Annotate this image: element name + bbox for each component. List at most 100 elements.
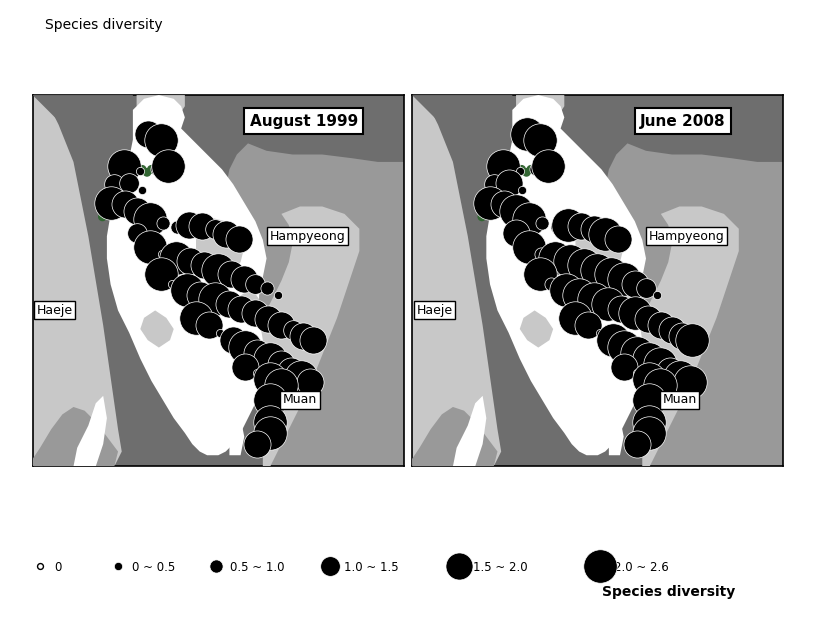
- Point: [561, 220, 574, 230]
- Point: [563, 257, 576, 267]
- Circle shape: [518, 165, 526, 173]
- Point: [143, 242, 156, 252]
- Point: [642, 395, 655, 405]
- Point: [162, 162, 175, 172]
- Point: [509, 228, 522, 238]
- Text: 0.5 ~ 1.0: 0.5 ~ 1.0: [230, 561, 285, 574]
- Point: [650, 290, 663, 300]
- Point: [487, 180, 500, 189]
- Point: [274, 381, 287, 391]
- Point: [452, 561, 465, 571]
- Point: [210, 561, 223, 571]
- Point: [683, 377, 696, 387]
- Text: 1.0 ~ 1.5: 1.0 ~ 1.5: [344, 561, 398, 574]
- Point: [628, 280, 641, 289]
- Text: Species diversity: Species diversity: [602, 586, 736, 599]
- Text: Species diversity: Species diversity: [45, 18, 162, 31]
- Point: [251, 348, 264, 358]
- Point: [182, 220, 195, 230]
- Circle shape: [144, 168, 151, 176]
- Point: [135, 185, 149, 195]
- Circle shape: [107, 197, 114, 205]
- Point: [117, 160, 130, 170]
- Point: [237, 274, 251, 284]
- Point: [640, 283, 653, 293]
- Point: [263, 417, 276, 427]
- Point: [171, 222, 184, 232]
- Text: Muan: Muan: [663, 393, 697, 406]
- Point: [574, 221, 588, 231]
- Point: [180, 285, 193, 295]
- Point: [211, 265, 224, 275]
- Point: [550, 222, 563, 232]
- Point: [251, 368, 264, 378]
- Point: [195, 221, 208, 231]
- Point: [642, 428, 655, 438]
- Text: Haeje: Haeje: [416, 304, 452, 317]
- Point: [304, 377, 317, 387]
- Point: [498, 199, 511, 209]
- Polygon shape: [140, 310, 174, 347]
- Point: [235, 304, 248, 313]
- Point: [143, 215, 156, 225]
- Point: [591, 265, 604, 275]
- Point: [104, 198, 118, 208]
- Point: [284, 366, 297, 376]
- Text: August 1999: August 1999: [250, 114, 357, 128]
- Text: Muan: Muan: [283, 393, 317, 406]
- Point: [271, 290, 284, 300]
- Text: Hampyeong: Hampyeong: [649, 230, 725, 242]
- Point: [686, 335, 699, 345]
- Point: [202, 320, 215, 330]
- Point: [484, 198, 497, 208]
- Circle shape: [158, 164, 166, 172]
- Text: 0: 0: [54, 561, 61, 574]
- Point: [614, 304, 628, 313]
- Point: [535, 218, 548, 228]
- Polygon shape: [229, 418, 244, 455]
- Point: [184, 257, 197, 267]
- Polygon shape: [196, 95, 404, 162]
- Point: [263, 428, 276, 438]
- Point: [534, 135, 547, 144]
- Circle shape: [523, 168, 530, 176]
- Text: 0 ~ 0.5: 0 ~ 0.5: [132, 561, 175, 574]
- Point: [509, 206, 522, 216]
- Circle shape: [99, 213, 106, 221]
- Point: [134, 166, 147, 176]
- Text: 2.0 ~ 2.6: 2.0 ~ 2.6: [614, 561, 669, 574]
- Point: [227, 335, 240, 345]
- Point: [642, 354, 655, 363]
- Point: [496, 160, 509, 170]
- Point: [166, 280, 179, 289]
- Point: [208, 294, 221, 304]
- Point: [642, 374, 655, 384]
- Point: [599, 230, 612, 239]
- Point: [189, 313, 202, 323]
- Point: [534, 249, 548, 259]
- Point: [530, 164, 543, 174]
- Point: [545, 280, 558, 289]
- Circle shape: [148, 165, 155, 173]
- Point: [263, 354, 276, 363]
- Point: [274, 359, 287, 369]
- Point: [541, 162, 554, 172]
- Point: [582, 320, 595, 330]
- Point: [577, 260, 590, 270]
- Point: [641, 313, 654, 323]
- Point: [222, 299, 235, 308]
- Point: [588, 294, 601, 304]
- Point: [588, 225, 601, 234]
- Point: [214, 328, 227, 338]
- Polygon shape: [33, 407, 118, 466]
- Point: [606, 335, 619, 345]
- Point: [249, 308, 262, 318]
- Circle shape: [527, 165, 534, 173]
- Polygon shape: [575, 95, 783, 162]
- Point: [263, 374, 276, 384]
- Point: [33, 561, 47, 571]
- Point: [141, 129, 154, 139]
- Point: [249, 280, 262, 289]
- Point: [513, 166, 526, 176]
- Polygon shape: [33, 95, 133, 143]
